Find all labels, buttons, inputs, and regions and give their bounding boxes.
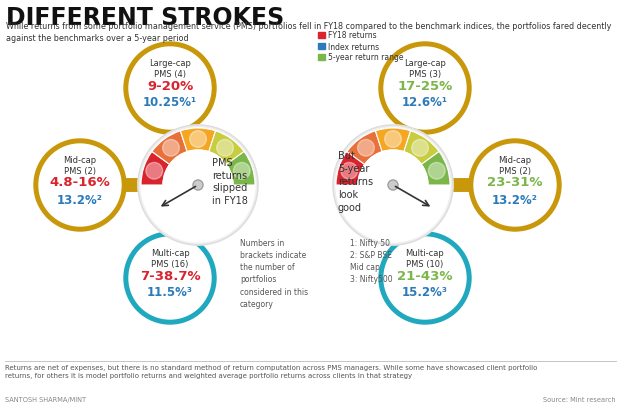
Circle shape: [412, 140, 428, 157]
Circle shape: [39, 145, 121, 226]
Text: 7-38.7%: 7-38.7%: [140, 269, 201, 282]
Text: 5-year return range: 5-year return range: [328, 53, 404, 62]
Circle shape: [129, 48, 211, 130]
Circle shape: [469, 140, 561, 231]
Circle shape: [141, 129, 255, 242]
Text: 15.2%³: 15.2%³: [402, 286, 448, 299]
Wedge shape: [152, 131, 187, 165]
Text: 21-43%: 21-43%: [397, 269, 453, 282]
Text: 4.8-16%: 4.8-16%: [50, 176, 111, 189]
Wedge shape: [375, 129, 410, 152]
Bar: [318, 55, 325, 61]
Circle shape: [358, 140, 374, 157]
Circle shape: [336, 129, 450, 242]
Circle shape: [124, 233, 216, 324]
Text: Source: Mint research: Source: Mint research: [543, 396, 616, 402]
Text: Mid-cap
PMS (2): Mid-cap PMS (2): [63, 156, 96, 176]
Text: Large-cap
PMS (4): Large-cap PMS (4): [149, 59, 191, 79]
Wedge shape: [209, 131, 244, 165]
Circle shape: [384, 131, 401, 148]
Wedge shape: [347, 131, 382, 165]
Text: Multi-cap
PMS (16): Multi-cap PMS (16): [151, 248, 189, 268]
Circle shape: [233, 163, 250, 180]
Text: 10.25%¹: 10.25%¹: [143, 96, 197, 109]
Circle shape: [388, 180, 398, 190]
Circle shape: [217, 140, 233, 157]
Text: 13.2%²: 13.2%²: [492, 193, 538, 206]
Text: 13.2%²: 13.2%²: [57, 193, 103, 206]
Circle shape: [189, 131, 206, 148]
Text: Multi-cap
PMS (10): Multi-cap PMS (10): [406, 248, 445, 268]
Circle shape: [146, 163, 163, 180]
Text: 11.5%³: 11.5%³: [147, 286, 193, 299]
Circle shape: [124, 43, 216, 135]
Text: DIFFERENT STROKES: DIFFERENT STROKES: [6, 6, 284, 30]
Circle shape: [138, 126, 258, 245]
Text: 17-25%: 17-25%: [397, 79, 453, 92]
Circle shape: [379, 43, 471, 135]
Bar: [318, 33, 325, 39]
Circle shape: [333, 126, 453, 245]
Wedge shape: [226, 152, 255, 185]
Circle shape: [341, 163, 358, 180]
Wedge shape: [336, 152, 365, 185]
Text: FY18 returns: FY18 returns: [328, 31, 376, 40]
Circle shape: [163, 151, 233, 221]
Circle shape: [34, 140, 126, 231]
Circle shape: [379, 233, 471, 324]
Bar: [318, 44, 325, 50]
Text: But
5-year
returns
look
good: But 5-year returns look good: [338, 151, 373, 212]
Text: 1: Nifty 50
2: S&P BSE
Mid cap
3: Nifty500: 1: Nifty 50 2: S&P BSE Mid cap 3: Nifty5…: [350, 238, 392, 284]
Wedge shape: [141, 152, 170, 185]
Circle shape: [474, 145, 556, 226]
Circle shape: [163, 140, 179, 157]
Circle shape: [384, 237, 466, 319]
Text: While returns from some portfolio management service (PMS) portfolios fell in FY: While returns from some portfolio manage…: [6, 22, 612, 43]
Wedge shape: [180, 129, 215, 152]
Text: Numbers in
brackets indicate
the number of
portfolios
considered in this
categor: Numbers in brackets indicate the number …: [240, 238, 308, 308]
Circle shape: [358, 151, 428, 221]
Circle shape: [384, 48, 466, 130]
Text: Index returns: Index returns: [328, 43, 379, 51]
Circle shape: [129, 237, 211, 319]
Wedge shape: [404, 131, 439, 165]
Text: PMS
returns
slipped
in FY18: PMS returns slipped in FY18: [212, 157, 248, 206]
Wedge shape: [421, 152, 450, 185]
Text: Large-cap
PMS (3): Large-cap PMS (3): [404, 59, 446, 79]
Circle shape: [428, 163, 445, 180]
Text: 23-31%: 23-31%: [487, 176, 543, 189]
Text: 12.6%¹: 12.6%¹: [402, 96, 448, 109]
Text: 9-20%: 9-20%: [147, 79, 193, 92]
Circle shape: [193, 180, 203, 190]
Text: Returns are net of expenses, but there is no standard method of return computati: Returns are net of expenses, but there i…: [5, 364, 537, 378]
Text: Mid-cap
PMS (2): Mid-cap PMS (2): [499, 156, 532, 176]
Text: SANTOSH SHARMA/MINT: SANTOSH SHARMA/MINT: [5, 396, 86, 402]
